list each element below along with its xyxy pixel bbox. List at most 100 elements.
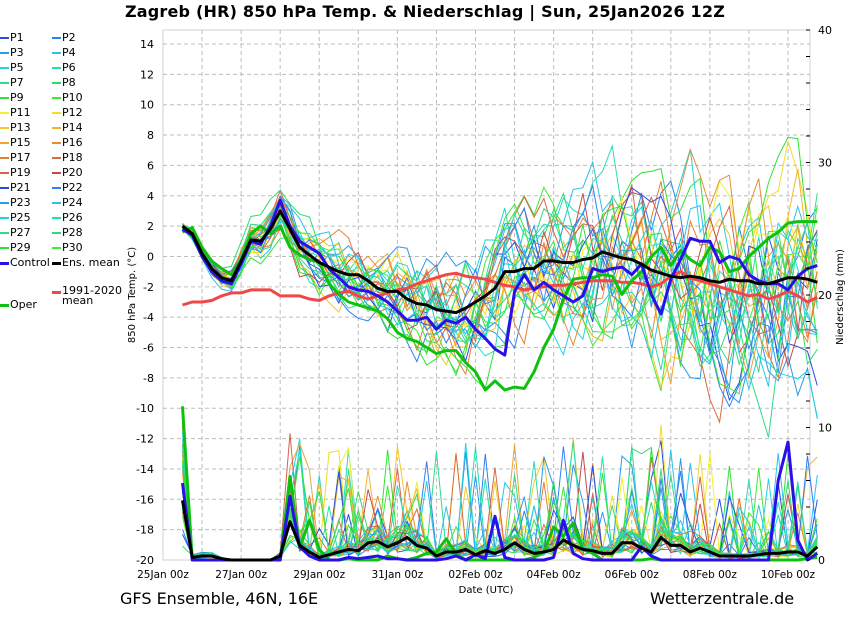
legend-swatch: [0, 127, 9, 129]
legend-item[interactable]: P28: [52, 226, 83, 239]
y-tick-label: 10: [140, 99, 154, 112]
legend-swatch: [52, 142, 61, 144]
legend-item[interactable]: P25: [0, 211, 31, 224]
x-tick-label: 29Jan 00z: [293, 569, 345, 581]
legend-label: P22: [62, 181, 83, 194]
legend-label: P26: [62, 211, 83, 224]
legend-item[interactable]: P4: [52, 46, 76, 59]
legend-swatch: [0, 97, 9, 99]
y-tick-label: -2: [143, 281, 154, 294]
x-tick-label: 08Feb 00z: [683, 569, 738, 581]
legend-item[interactable]: Control: [0, 256, 50, 269]
legend-item[interactable]: P20: [52, 166, 83, 179]
legend-label: P24: [62, 196, 83, 209]
y-tick-label: -4: [143, 311, 154, 324]
y-tick-label: -6: [143, 342, 154, 355]
x-tick-label: 06Feb 00z: [605, 569, 660, 581]
legend-swatch: [52, 157, 61, 159]
legend-item[interactable]: P2: [52, 31, 76, 44]
y-tick-label: -16: [136, 493, 154, 506]
legend-label: P6: [62, 61, 76, 74]
legend-item[interactable]: P12: [52, 106, 83, 119]
temp-line-control: [181, 198, 818, 357]
precip-line-control: [181, 440, 819, 562]
x-tick-label: 02Feb 00z: [448, 569, 503, 581]
legend-swatch: [52, 67, 61, 69]
legend-label: P13: [10, 121, 31, 134]
member-temp-line: [182, 136, 818, 390]
legend-swatch: [0, 37, 9, 39]
member-temp-line: [182, 193, 818, 373]
legend-swatch: [0, 232, 9, 234]
x-axis-label: Date (UTC): [459, 585, 514, 596]
legend-item[interactable]: P29: [0, 241, 31, 254]
legend-item[interactable]: P1: [0, 31, 24, 44]
member-temp-line: [182, 189, 818, 368]
y-tick-label: -20: [136, 554, 154, 567]
legend-item[interactable]: P9: [0, 91, 24, 104]
member-temp-line: [182, 143, 818, 362]
source-credit[interactable]: Wetterzentrale.de: [650, 589, 795, 608]
legend-item[interactable]: P13: [0, 121, 31, 134]
member-temp-line: [182, 194, 818, 419]
legend-item[interactable]: P27: [0, 226, 31, 239]
legend-swatch: [0, 172, 9, 174]
legend-item[interactable]: P24: [52, 196, 83, 209]
legend-item[interactable]: P15: [0, 136, 31, 149]
legend-label: P9: [10, 91, 24, 104]
legend-item[interactable]: P23: [0, 196, 31, 209]
legend-label: P3: [10, 46, 24, 59]
y-tick-label: 12: [140, 68, 154, 81]
legend-item[interactable]: P17: [0, 151, 31, 164]
x-tick-label: 27Jan 00z: [215, 569, 267, 581]
y-tick-label: 0: [147, 250, 154, 263]
legend-label: Control: [10, 256, 50, 269]
legend-item[interactable]: Oper: [0, 298, 37, 311]
legend-swatch: [0, 82, 9, 84]
main-series: [181, 198, 819, 562]
legend-swatch: [0, 112, 9, 114]
legend-swatch: [52, 172, 61, 174]
legend-label: P4: [62, 46, 76, 59]
legend-swatch: [52, 232, 61, 234]
legend-item[interactable]: P10: [52, 91, 83, 104]
legend-item[interactable]: P14: [52, 121, 83, 134]
legend-item[interactable]: P19: [0, 166, 31, 179]
legend-item[interactable]: P11: [0, 106, 31, 119]
legend-item[interactable]: P8: [52, 76, 76, 89]
legend-item[interactable]: P30: [52, 241, 83, 254]
legend-label: P7: [10, 76, 24, 89]
y-tick-label: 8: [147, 129, 154, 142]
y-right-tick-label: 0: [818, 554, 825, 567]
y-right-tick-label: 40: [818, 24, 832, 37]
legend-label: P19: [10, 166, 31, 179]
legend-label: Ens. mean: [62, 256, 120, 269]
legend-swatch: [0, 52, 9, 54]
legend-item[interactable]: 1991-2020 mean: [52, 285, 122, 306]
legend-label: P2: [62, 31, 76, 44]
legend-label: P18: [62, 151, 83, 164]
legend-label: P30: [62, 241, 83, 254]
legend-item[interactable]: P18: [52, 151, 83, 164]
legend-item[interactable]: P26: [52, 211, 83, 224]
y-tick-label: -8: [143, 372, 154, 385]
legend-swatch: [0, 261, 9, 265]
legend-item[interactable]: P6: [52, 61, 76, 74]
legend-item[interactable]: Ens. mean: [52, 256, 120, 269]
legend-swatch: [0, 157, 9, 159]
y-right-tick-label: 30: [818, 157, 832, 170]
legend-swatch: [0, 303, 9, 307]
legend-item[interactable]: P5: [0, 61, 24, 74]
legend-item[interactable]: P7: [0, 76, 24, 89]
chart-title: Zagreb (HR) 850 hPa Temp. & Niederschlag…: [124, 2, 726, 21]
legend-item[interactable]: P21: [0, 181, 31, 194]
legend-item[interactable]: P22: [52, 181, 83, 194]
legend-swatch: [0, 187, 9, 189]
y-tick-label: 6: [147, 159, 154, 172]
legend-label: P17: [10, 151, 31, 164]
legend-item[interactable]: P16: [52, 136, 83, 149]
legend-label: P28: [62, 226, 83, 239]
legend-item[interactable]: P3: [0, 46, 24, 59]
legend-swatch: [0, 202, 9, 204]
legend-swatch: [52, 52, 61, 54]
